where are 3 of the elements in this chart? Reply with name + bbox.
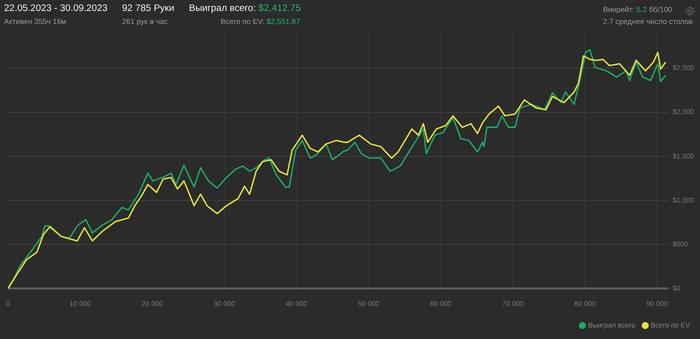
text: Выиграл всего: $2,412.75 (189, 3, 301, 14)
chart-title: 22.05.2023 - 30.09.2023 (4, 3, 108, 14)
text: 92 785 Руки (122, 3, 174, 14)
